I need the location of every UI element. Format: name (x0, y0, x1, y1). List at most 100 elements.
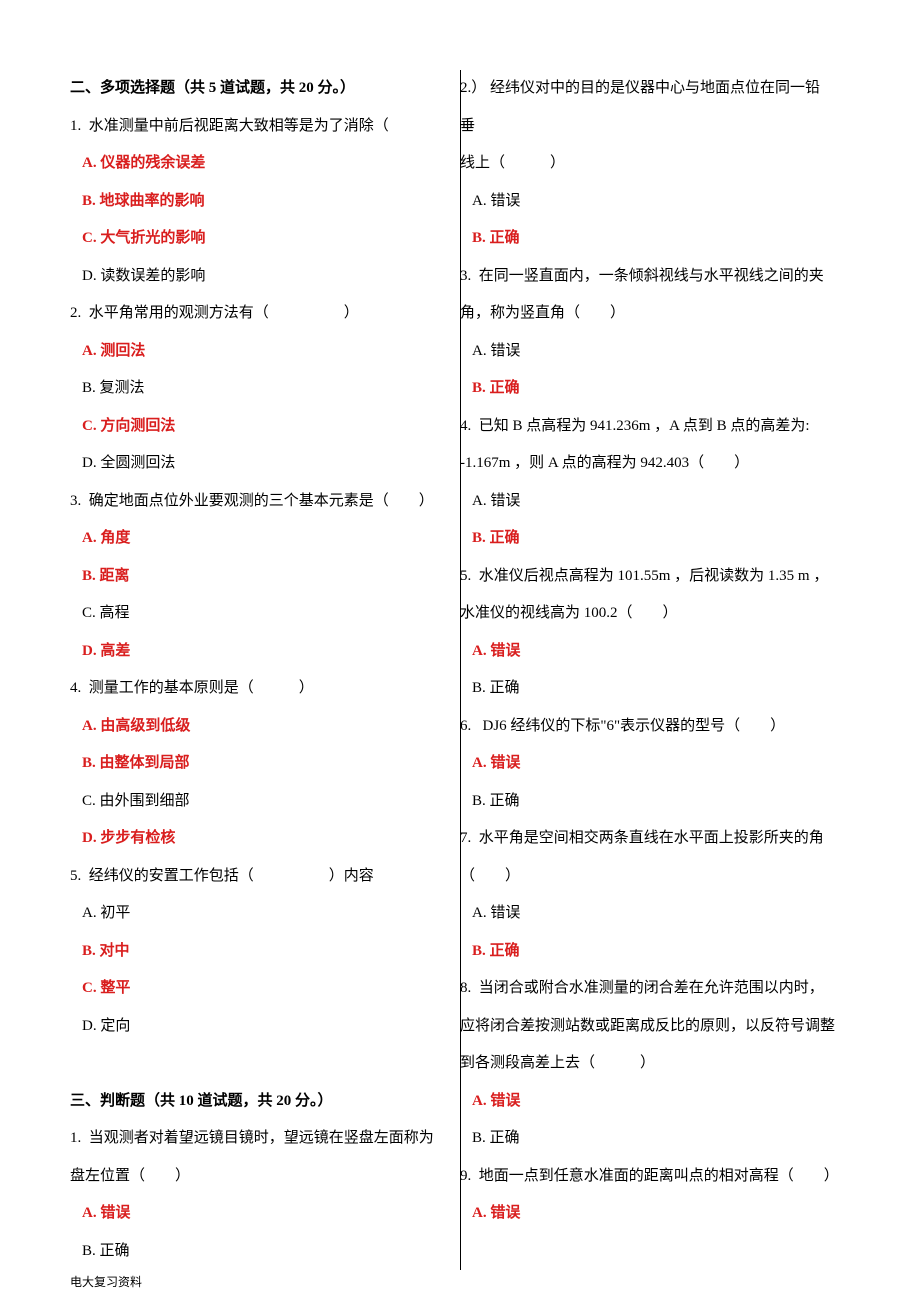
opt-label: B. (472, 1130, 486, 1146)
opt-label: A. (82, 905, 97, 921)
opt-text: 步步有检核 (100, 830, 175, 846)
opt-text: 整平 (100, 980, 130, 996)
opt-label: A. (472, 643, 487, 659)
opt-label: A. (82, 718, 97, 734)
opt-label: B. (472, 530, 486, 546)
opt-label: C. (82, 793, 96, 809)
opt-text: 错误 (490, 643, 520, 659)
qtext-line2: -1.167m ，则 A 点的高程为 942.403（ ） (460, 445, 835, 483)
opt-text: 正确 (490, 230, 520, 246)
opt-text: 错误 (490, 1093, 520, 1109)
opt-text: 对中 (100, 943, 130, 959)
qtext-line2: 角，称为竖直角（ ） (460, 295, 835, 333)
opt-label: D. (82, 268, 97, 284)
opt-text: 正确 (490, 943, 520, 959)
qtext-line3: 到各测段高差上去（ ） (460, 1045, 835, 1083)
qnum: 6. (460, 718, 471, 734)
opt-label: B. (472, 793, 486, 809)
qnum: 1. (70, 1130, 81, 1146)
opt-text: 高程 (100, 605, 130, 621)
opt-text: 正确 (490, 1130, 520, 1146)
opt-text: 由整体到局部 (100, 755, 190, 771)
opt-text: 错误 (490, 755, 520, 771)
section-3-title: 三、判断题（共 10 道试题，共 20 分。） (70, 1083, 445, 1121)
question-s2-3: 3. 确定地面点位外业要观测的三个基本元素是（ ） A. 角度 B. 距离 C.… (70, 483, 445, 671)
opt-label: A. (82, 343, 97, 359)
qnum: 4. (460, 418, 471, 434)
opt-label: A. (472, 1093, 487, 1109)
opt-text: 正确 (100, 1243, 130, 1259)
qnum: 7. (460, 830, 471, 846)
opt-label: A. (82, 530, 97, 546)
qnum: 2.） (460, 80, 486, 96)
opt-text: 距离 (100, 568, 130, 584)
page-footer: 电大复习资料 (70, 1275, 850, 1289)
opt-label: D. (82, 455, 97, 471)
qnum: 9. (460, 1168, 471, 1184)
qnum: 5. (70, 868, 81, 884)
opt-text: 正确 (490, 530, 520, 546)
qnum: 5. (460, 568, 471, 584)
opt-text: 初平 (100, 905, 130, 921)
qtext: 当观测者对着望远镜目镜时，望远镜在竖盘左面称为 (89, 1130, 434, 1146)
qtext: 测量工作的基本原则是（ ） (89, 680, 314, 696)
qtext: 已知 B 点高程为 941.236m ，A 点到 B 点的高差为: (479, 418, 810, 434)
opt-label: B. (472, 943, 486, 959)
opt-label: B. (472, 380, 486, 396)
opt-text: 读数误差的影响 (100, 268, 205, 284)
opt-text: 全圆测回法 (100, 455, 175, 471)
opt-label: A. (472, 343, 487, 359)
opt-label: A. (472, 193, 487, 209)
qtext: DJ6 经纬仪的下标"6"表示仪器的型号（ ） (479, 718, 785, 734)
opt-label: B. (82, 755, 96, 771)
qnum: 8. (460, 980, 471, 996)
qtext-line2: 盘左位置（ ） (70, 1158, 445, 1196)
question-s2-4: 4. 测量工作的基本原则是（ ） A. 由高级到低级 B. 由整体到局部 C. … (70, 670, 445, 858)
opt-text: 错误 (490, 343, 520, 359)
opt-text: 仪器的残余误差 (100, 155, 205, 171)
opt-text: 角度 (100, 530, 130, 546)
opt-text: 方向测回法 (100, 418, 175, 434)
opt-label: C. (82, 418, 97, 434)
qtext-line2: 应将闭合差按测站数或距离成反比的原则，以反符号调整 (460, 1008, 835, 1046)
opt-label: B. (82, 568, 96, 584)
opt-label: C. (82, 605, 96, 621)
opt-label: A. (472, 493, 487, 509)
opt-label: A. (472, 1205, 487, 1221)
qtext-line2: 水准仪的视线高为 100.2（ ） (460, 595, 835, 633)
qtext: 确定地面点位外业要观测的三个基本元素是（ ） (89, 493, 434, 509)
opt-label: A. (472, 755, 487, 771)
opt-text: 定向 (100, 1018, 130, 1034)
question-s2-2: 2. 水平角常用的观测方法有（ ） A. 测回法 B. 复测法 C. 方向测回法… (70, 295, 445, 483)
opt-text: 大气折光的影响 (100, 230, 205, 246)
qtext-line2: （ ） (460, 858, 835, 896)
question-s2-5: 5. 经纬仪的安置工作包括（ ）内容 A. 初平 B. 对中 C. 整平 D. … (70, 858, 445, 1046)
opt-label: B. (82, 1243, 96, 1259)
qnum: 3. (70, 493, 81, 509)
qtext: 地面一点到任意水准面的距离叫点的相对高程（ ） (479, 1168, 839, 1184)
opt-text: 正确 (490, 793, 520, 809)
opt-label: C. (82, 230, 97, 246)
opt-text: 错误 (490, 905, 520, 921)
opt-text: 错误 (490, 193, 520, 209)
qtext-line2: 线上（ ） (460, 145, 835, 183)
opt-label: D. (82, 830, 97, 846)
qtext: 水准仪后视点高程为 101.55m ，后视读数为 1.35 m ， (479, 568, 829, 584)
opt-text: 测回法 (100, 343, 145, 359)
qtext: 水准测量中前后视距离大致相等是为了消除（ (89, 118, 389, 134)
qnum: 2. (70, 305, 81, 321)
opt-text: 错误 (100, 1205, 130, 1221)
opt-text: 错误 (490, 1205, 520, 1221)
qnum: 1. (70, 118, 81, 134)
qtext: 水平角是空间相交两条直线在水平面上投影所夹的角 (479, 830, 824, 846)
qtext: 经纬仪的安置工作包括（ ）内容 (89, 868, 374, 884)
qtext: 经纬仪对中的目的是仪器中心与地面点位在同一铅垂 (460, 80, 820, 134)
opt-text: 由高级到低级 (100, 718, 190, 734)
opt-text: 错误 (490, 493, 520, 509)
question-s2-1: 1. 水准测量中前后视距离大致相等是为了消除（ A. 仪器的残余误差 B. 地球… (70, 108, 445, 296)
opt-label: B. (82, 380, 96, 396)
opt-label: A. (472, 905, 487, 921)
opt-label: B. (82, 943, 96, 959)
qtext: 水平角常用的观测方法有（ ） (89, 305, 359, 321)
opt-label: B. (472, 680, 486, 696)
